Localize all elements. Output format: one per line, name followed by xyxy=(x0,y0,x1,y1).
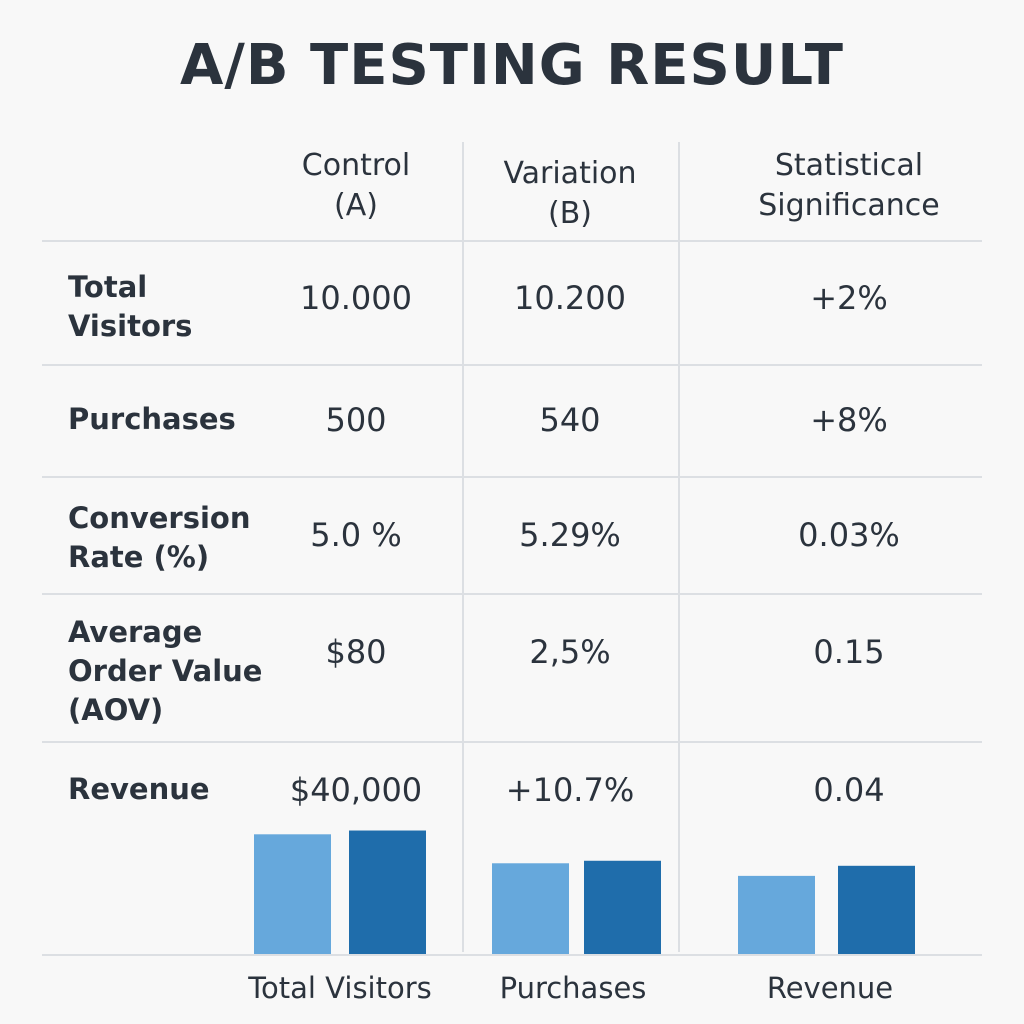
category-label-purchases: Purchases xyxy=(499,971,647,1005)
category-label-revenue: Revenue xyxy=(766,971,894,1005)
header-control: Control (A) xyxy=(301,148,411,223)
cell-variation-revenue: +10.7% xyxy=(505,771,635,809)
bar-purchases-control xyxy=(492,863,569,954)
row-label-aov: Average Order Value (AOV) xyxy=(68,615,263,727)
column-divider-2 xyxy=(678,142,680,952)
header-variation: Variation (B) xyxy=(503,156,637,231)
cell-control-purchases: 500 xyxy=(325,401,387,439)
cell-significance-aov: 0.15 xyxy=(813,633,885,671)
cell-control-revenue: $40,000 xyxy=(289,771,423,809)
page-title: A/B TESTING RESULT xyxy=(180,33,844,98)
bar-revenue-variation xyxy=(838,865,915,954)
column-divider-1 xyxy=(462,142,464,952)
cell-control-aov: $80 xyxy=(325,633,387,671)
bar-revenue-control xyxy=(738,875,815,954)
cell-significance-total-visitors: +2% xyxy=(810,279,888,317)
cell-significance-conversion-rate: 0.03% xyxy=(798,516,900,554)
chart-baseline xyxy=(42,954,982,956)
bar-purchases-variation xyxy=(584,860,661,954)
cell-control-total-visitors: 10.000 xyxy=(300,279,412,317)
cell-control-conversion-rate: 5.0 % xyxy=(310,516,402,554)
row-divider-4 xyxy=(42,741,982,743)
row-label-conversion-rate: Conversion Rate (%) xyxy=(68,501,251,574)
bar-total-visitors-variation xyxy=(349,830,426,954)
header-significance: Statistical Significance xyxy=(758,148,940,223)
cell-significance-purchases: +8% xyxy=(810,401,888,439)
cell-significance-revenue: 0.04 xyxy=(813,771,885,809)
row-label-total-visitors: Total Visitors xyxy=(68,270,193,343)
row-divider-1 xyxy=(42,364,982,366)
cell-variation-conversion-rate: 5.29% xyxy=(519,516,621,554)
cell-variation-aov: 2,5% xyxy=(529,633,611,671)
cell-variation-total-visitors: 10.200 xyxy=(514,279,626,317)
category-label-total-visitors: Total Visitors xyxy=(248,971,432,1005)
row-label-revenue: Revenue xyxy=(68,772,210,806)
row-label-purchases: Purchases xyxy=(68,402,236,436)
bar-total-visitors-control xyxy=(254,834,331,954)
row-divider-2 xyxy=(42,476,982,478)
cell-variation-purchases: 540 xyxy=(539,401,601,439)
row-divider-3 xyxy=(42,593,982,595)
header-divider xyxy=(42,240,982,242)
